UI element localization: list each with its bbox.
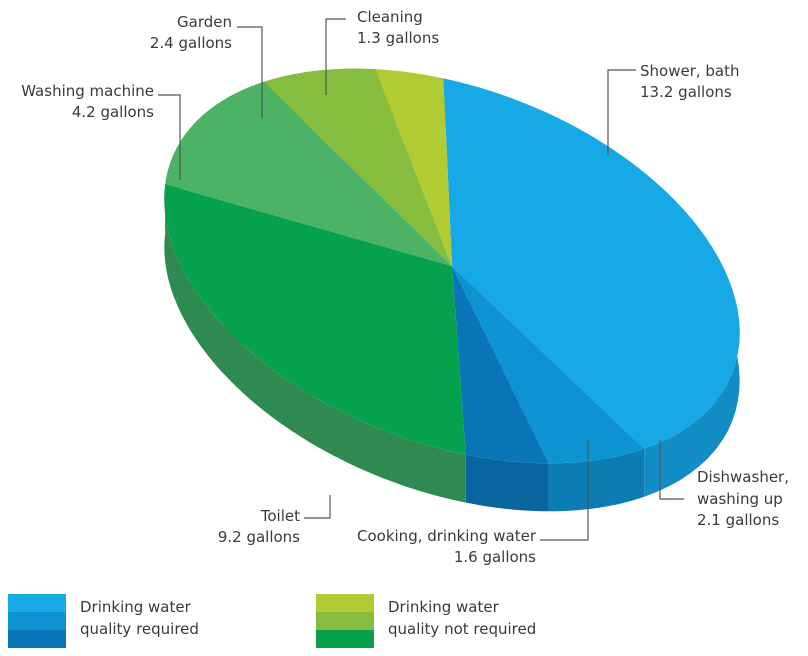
leader-toilet [304,495,331,519]
slice-side-cooking-drinking-water [465,454,549,512]
slice-garden [263,68,452,266]
leader-garden [237,26,263,118]
label-cleaning: Cleaning [357,8,423,26]
leader-washing-machine [158,94,181,180]
slice-side-toilet [164,184,466,503]
slice-dishwasher-washing-up [452,266,645,464]
legend-swatch-mid-blue [8,612,66,630]
legend-text-required: Drinking water quality required [80,596,199,640]
slice-shower-bath [443,78,740,449]
value-shower: 13.2 gallons [640,83,732,101]
slice-cooking-drinking-water [452,266,549,464]
value-garden: 2.4 gallons [150,34,232,52]
label-dishwasher-2: washing up [697,490,783,508]
legend-swatch-green [316,630,374,648]
legend-not-required-line2: quality not required [388,620,537,638]
leader-cleaning [325,18,346,95]
legend-swatch-lime [316,594,374,612]
label-washing-machine: Washing machine [21,82,154,100]
leader-dishwasher [659,440,684,500]
slice-toilet [164,184,466,455]
legend-required-line2: quality required [80,620,199,638]
label-shower: Shower, bath [640,62,740,80]
legend-not-required-line1: Drinking water [388,598,499,616]
slice-cleaning [375,69,452,266]
label-leaders [158,18,684,541]
value-washing-machine: 4.2 gallons [72,103,154,121]
slice-side-dishwasher-washing-up [548,448,645,512]
legend-swatch-light-blue [8,594,66,612]
slice-washing-machine [165,81,453,267]
legend-swatch-dark-blue [8,630,66,648]
legend-text-not-required: Drinking water quality not required [388,596,536,640]
legend-required-line1: Drinking water [80,598,191,616]
label-dishwasher-1: Dishwasher, [697,468,789,486]
label-cooking: Cooking, drinking water [357,527,537,545]
slice-labels: Shower, bath 13.2 gallons Dishwasher, wa… [21,8,789,566]
value-toilet: 9.2 gallons [218,528,300,546]
label-toilet: Toilet [260,507,300,525]
leader-cooking [540,440,589,541]
leader-shower [607,69,636,155]
value-cleaning: 1.3 gallons [357,29,439,47]
label-garden: Garden [177,13,232,31]
value-dishwasher: 2.1 gallons [697,511,779,529]
legend-swatch-light-green [316,612,374,630]
value-cooking: 1.6 gallons [454,548,536,566]
pie-slices [164,68,740,464]
